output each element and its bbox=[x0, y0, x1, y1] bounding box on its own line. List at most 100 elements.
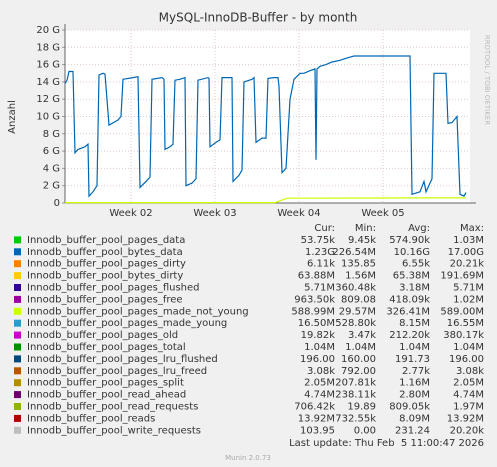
legend-swatch bbox=[14, 403, 21, 410]
legend-swatch bbox=[14, 284, 21, 291]
legend-stat: 1.16M bbox=[399, 378, 430, 389]
y-tick-label: 14 G bbox=[36, 77, 60, 88]
legend-stat: 207.81k bbox=[335, 378, 376, 389]
legend-stat: 4.74M bbox=[453, 390, 484, 401]
legend-stat: 238.11k bbox=[335, 390, 376, 401]
legend-stat: 19.89 bbox=[347, 402, 376, 413]
legend-swatch bbox=[14, 272, 21, 280]
legend-stat: 588.99M bbox=[291, 306, 335, 317]
plot-area bbox=[65, 30, 470, 203]
y-tick-label: 8 G bbox=[43, 129, 60, 140]
legend-stat: 160.00 bbox=[341, 354, 376, 365]
legend-label: Innodb_buffer_pool_reads bbox=[27, 413, 155, 424]
legend-stat: 589.00M bbox=[440, 306, 484, 317]
legend-stat: 9.45k bbox=[348, 235, 376, 246]
x-tick-label: Week 04 bbox=[277, 208, 320, 219]
legend-swatch bbox=[14, 307, 21, 315]
legend-stat: 1.04M bbox=[304, 342, 335, 353]
legend-stat: 8.15M bbox=[399, 318, 430, 329]
legend-stat: 19.82k bbox=[301, 330, 336, 341]
legend-stat: 3.18M bbox=[399, 283, 430, 294]
legend-stat: 963.50k bbox=[294, 294, 335, 305]
legend-label: Innodb_buffer_pool_bytes_dirty bbox=[27, 271, 183, 282]
legend-stat: 1.03M bbox=[453, 235, 484, 246]
legend-stat: 212.20k bbox=[389, 330, 430, 341]
chart-title: MySQL-InnoDB-Buffer - by month bbox=[159, 11, 358, 25]
legend-swatch bbox=[14, 319, 21, 327]
legend-swatch bbox=[14, 355, 21, 363]
legend-label: Innodb_buffer_pool_write_requests bbox=[27, 425, 201, 436]
y-tick-label: 16 G bbox=[36, 60, 60, 71]
legend-column-header: Cur: bbox=[314, 223, 335, 234]
legend-stat: 226.54M bbox=[332, 247, 376, 258]
legend-column-header: Max: bbox=[460, 223, 484, 234]
legend-stat: 13.92M bbox=[447, 413, 484, 424]
legend-stat: 29.57M bbox=[339, 306, 376, 317]
legend-stat: 1.97M bbox=[453, 402, 484, 413]
legend-stat: 2.05M bbox=[453, 378, 484, 389]
legend-stat: 380.17k bbox=[443, 330, 484, 341]
legend-label: Innodb_buffer_pool_pages_made_not_young bbox=[27, 306, 249, 317]
y-tick-label: 10 G bbox=[36, 112, 60, 123]
legend-stat: 17.00G bbox=[448, 247, 484, 258]
legend-swatch bbox=[14, 248, 21, 256]
y-axis-label: Anzahl bbox=[7, 100, 18, 134]
legend-label: Innodb_buffer_pool_pages_split bbox=[27, 378, 184, 389]
legend-label: Innodb_buffer_pool_pages_flushed bbox=[27, 283, 200, 294]
legend-stat: 16.50M bbox=[298, 318, 335, 329]
legend-stat: 360.48k bbox=[335, 283, 376, 294]
legend-label: Innodb_buffer_pool_pages_made_young bbox=[27, 318, 227, 329]
legend-stat: 3.08k bbox=[456, 366, 484, 377]
legend-stat: 326.41M bbox=[386, 306, 430, 317]
legend-swatch bbox=[14, 260, 21, 268]
x-tick-label: Week 05 bbox=[361, 208, 404, 219]
legend-stat: 5.71M bbox=[304, 283, 335, 294]
y-tick-label: 12 G bbox=[36, 94, 60, 105]
legend-stat: 732.55k bbox=[335, 413, 376, 424]
legend-stat: 10.16G bbox=[394, 247, 430, 258]
legend-stat: 191.69M bbox=[440, 271, 484, 282]
legend-swatch bbox=[14, 331, 21, 339]
legend-swatch bbox=[14, 379, 21, 387]
legend-stat: 65.38M bbox=[393, 271, 430, 282]
legend-label: Innodb_buffer_pool_pages_lru_freed bbox=[27, 366, 207, 377]
legend-stat: 2.05M bbox=[304, 378, 335, 389]
y-tick-label: 0 bbox=[54, 198, 60, 209]
legend-stat: 1.02M bbox=[453, 294, 484, 305]
x-tick-label: Week 02 bbox=[109, 208, 152, 219]
legend-stat: 3.47k bbox=[348, 330, 376, 341]
legend-stat: 418.09k bbox=[389, 294, 430, 305]
legend-label: Innodb_buffer_pool_read_requests bbox=[27, 402, 198, 413]
footer: Munin 2.0.73 bbox=[225, 454, 271, 462]
legend-swatch bbox=[14, 414, 21, 422]
legend-stat: 4.74M bbox=[304, 390, 335, 401]
legend-label: Innodb_buffer_pool_pages_dirty bbox=[27, 259, 186, 270]
legend-swatch bbox=[14, 391, 21, 399]
legend-swatch bbox=[14, 236, 21, 244]
y-tick-label: 6 G bbox=[43, 146, 60, 157]
legend-label: Innodb_buffer_pool_bytes_data bbox=[27, 247, 183, 258]
legend-label: Innodb_buffer_pool_pages_data bbox=[27, 235, 185, 246]
legend-stat: 5.71M bbox=[453, 283, 484, 294]
legend-stat: 706.42k bbox=[294, 402, 335, 413]
legend-stat: 792.00 bbox=[341, 366, 376, 377]
legend-stat: 16.55M bbox=[447, 318, 484, 329]
legend-stat: 1.04M bbox=[399, 342, 430, 353]
legend-stat: 6.55k bbox=[402, 259, 430, 270]
legend-column-header: Min: bbox=[355, 223, 376, 234]
x-tick-label: Week 03 bbox=[193, 208, 236, 219]
legend-stat: 191.73 bbox=[395, 354, 430, 365]
last-update: Last update: Thu Feb 5 11:00:47 2026 bbox=[289, 438, 484, 449]
legend-stat: 1.04M bbox=[345, 342, 376, 353]
legend-stat: 2.80M bbox=[399, 390, 430, 401]
legend-stat: 574.90k bbox=[389, 235, 430, 246]
legend-stat: 6.11k bbox=[307, 259, 335, 270]
legend-stat: 103.95 bbox=[300, 425, 335, 436]
series-line bbox=[64, 55, 467, 198]
legend-stat: 13.92M bbox=[298, 413, 335, 424]
y-tick-label: 2 G bbox=[43, 181, 60, 192]
y-tick-label: 20 G bbox=[36, 25, 60, 36]
legend-stat: 0.00 bbox=[354, 425, 376, 436]
legend-stat: 63.88M bbox=[298, 271, 335, 282]
